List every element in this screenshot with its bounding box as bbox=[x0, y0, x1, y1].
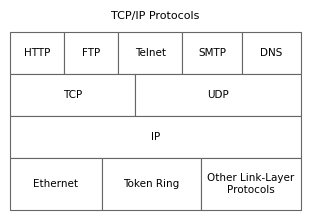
Bar bbox=[10, 116, 301, 158]
Bar bbox=[10, 158, 102, 210]
Text: Ethernet: Ethernet bbox=[34, 179, 78, 189]
Text: Telnet: Telnet bbox=[135, 48, 166, 58]
Bar bbox=[183, 32, 242, 74]
Bar bbox=[10, 32, 64, 74]
Text: FTP: FTP bbox=[82, 48, 100, 58]
Text: DNS: DNS bbox=[260, 48, 282, 58]
Text: HTTP: HTTP bbox=[24, 48, 50, 58]
Text: Other Link-Layer
Protocols: Other Link-Layer Protocols bbox=[207, 173, 295, 195]
Text: TCP: TCP bbox=[63, 90, 82, 100]
Bar bbox=[242, 32, 301, 74]
Bar bbox=[10, 74, 135, 116]
Bar bbox=[64, 32, 118, 74]
Bar bbox=[201, 158, 301, 210]
Text: TCP/IP Protocols: TCP/IP Protocols bbox=[111, 11, 200, 21]
Bar bbox=[102, 158, 201, 210]
Text: IP: IP bbox=[151, 132, 160, 142]
Text: Token Ring: Token Ring bbox=[123, 179, 179, 189]
Bar bbox=[118, 32, 183, 74]
Bar bbox=[135, 74, 301, 116]
Text: SMTP: SMTP bbox=[198, 48, 226, 58]
Text: UDP: UDP bbox=[207, 90, 229, 100]
